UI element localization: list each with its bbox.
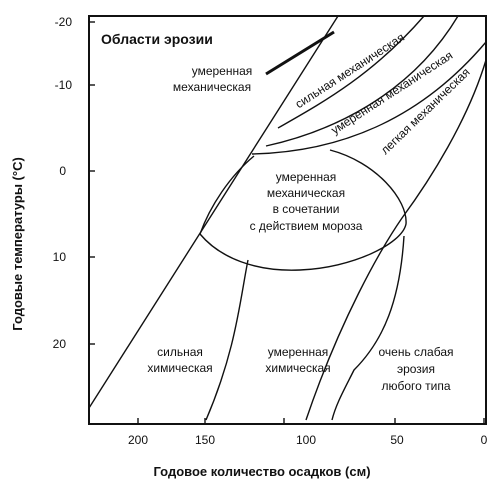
x-tick-label: 100 <box>296 433 316 447</box>
svg-text:сильная: сильная <box>157 345 203 359</box>
x-tick-label: 150 <box>195 433 215 447</box>
svg-text:умеренная: умеренная <box>276 170 337 184</box>
region-moderate-mechanical: умеренная механическая <box>173 64 252 94</box>
svg-text:механическая: механическая <box>173 80 251 94</box>
x-tick-label: 200 <box>128 433 148 447</box>
plot-frame <box>88 15 487 425</box>
chemical-divider-2 <box>331 235 405 421</box>
svg-text:химическая: химическая <box>147 361 212 375</box>
svg-text:умеренная: умеренная <box>192 64 253 78</box>
y-tick-label: -10 <box>55 78 73 92</box>
y-axis-ticks: -20 -10 0 10 20 <box>53 15 95 351</box>
y-tick-label: 10 <box>53 250 67 264</box>
x-tick-label: 50 <box>390 433 404 447</box>
band-boundary-2 <box>265 15 459 147</box>
band-boundary-3 <box>251 41 487 155</box>
y-tick-label: 20 <box>53 337 67 351</box>
region-moderate-chemical: умеренная химическая <box>265 345 330 375</box>
y-tick-label: -20 <box>55 15 73 29</box>
svg-text:любого типа: любого типа <box>381 379 450 393</box>
x-tick-label: 0 <box>481 433 488 447</box>
diagram-title: Области эрозии <box>101 31 213 47</box>
x-axis-title: Годовое количество осадков (см) <box>153 464 370 479</box>
band-boundary-1 <box>277 15 425 129</box>
region-strong-chemical: сильная химическая <box>147 345 212 375</box>
svg-text:очень слабая: очень слабая <box>379 345 454 359</box>
svg-text:эрозия: эрозия <box>397 362 435 376</box>
diagonal-boundary <box>88 15 339 409</box>
svg-text:химическая: химическая <box>265 361 330 375</box>
frost-left-boundary <box>199 155 255 235</box>
chemical-divider-1 <box>205 259 249 421</box>
region-very-weak: очень слабая эрозия любого типа <box>379 345 454 393</box>
frost-lower-boundary <box>199 149 407 271</box>
x-axis-ticks: 200 150 100 50 0 <box>128 418 488 447</box>
y-axis-title: Годовые температуры (°C) <box>10 157 25 331</box>
pointer-line <box>265 30 335 76</box>
svg-text:с действием мороза: с действием мороза <box>250 219 363 233</box>
y-tick-label: 0 <box>59 164 66 178</box>
outer-curve <box>305 59 487 421</box>
region-moderate-frost: умеренная механическая в сочетании с дей… <box>250 170 363 233</box>
svg-text:в сочетании: в сочетании <box>273 202 340 216</box>
svg-text:умеренная: умеренная <box>268 345 329 359</box>
svg-text:механическая: механическая <box>267 186 345 200</box>
